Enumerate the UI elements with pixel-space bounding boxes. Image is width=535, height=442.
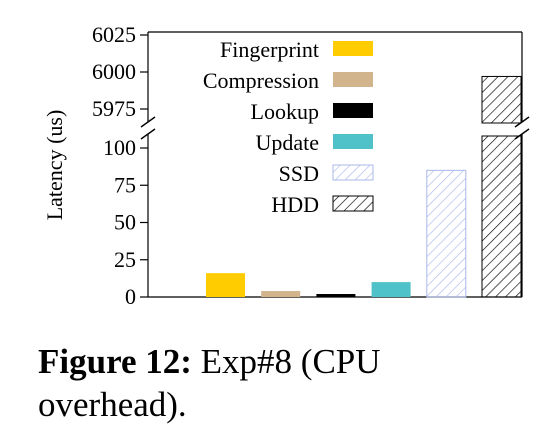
y-tick-label: 6000 xyxy=(92,59,136,84)
legend-label-update: Update xyxy=(255,130,319,155)
legend-label-compression: Compression xyxy=(203,68,319,93)
y-tick-label: 5975 xyxy=(92,96,136,121)
figure-caption: Figure 12: Exp#8 (CPU overhead). xyxy=(38,340,518,426)
caption-label: Figure 12: xyxy=(38,342,192,381)
legend-swatch-lookup xyxy=(333,103,373,118)
axis-break-mark xyxy=(140,128,156,140)
legend-swatch-ssd xyxy=(332,164,374,181)
legend-label-lookup: Lookup xyxy=(251,99,319,124)
legend-label-hdd: HDD xyxy=(271,192,319,217)
axes: 0 25 50 75 100 5975 6000 6025 xyxy=(92,22,530,309)
legend-swatch-fingerprint xyxy=(333,41,373,56)
bar-lookup xyxy=(316,294,356,297)
chart: 0 25 50 75 100 5975 6000 6025 Fingerprint Compre… xyxy=(42,22,530,309)
y-tick-label: 0 xyxy=(125,284,136,309)
legend-swatch-update xyxy=(333,134,373,149)
bar-compression xyxy=(261,291,301,297)
y-axis-label: Latency (us) xyxy=(42,110,67,221)
bar-update xyxy=(371,282,411,297)
caption-text: Exp#8 (CPU overhead). xyxy=(38,342,381,424)
legend-swatch-hdd xyxy=(332,195,374,212)
bar-ssd xyxy=(426,169,467,298)
legend: Fingerprint Compression Lookup Update SSD HDD xyxy=(203,37,374,217)
y-tick-label: 25 xyxy=(114,247,136,272)
y-tick-label: 50 xyxy=(114,210,136,235)
y-tick-label: 75 xyxy=(114,172,136,197)
bar-hdd-lower xyxy=(481,135,522,298)
bars xyxy=(206,75,522,298)
legend-label-ssd: SSD xyxy=(279,161,319,186)
bar-hdd-upper xyxy=(481,75,522,124)
axis-break-mark xyxy=(140,116,156,128)
y-tick-label: 100 xyxy=(103,135,136,160)
legend-label-fingerprint: Fingerprint xyxy=(220,37,319,62)
legend-swatch-compression xyxy=(333,72,373,87)
axis-break-mark xyxy=(514,116,530,128)
y-tick-label: 6025 xyxy=(92,22,136,47)
bar-fingerprint xyxy=(206,273,245,297)
